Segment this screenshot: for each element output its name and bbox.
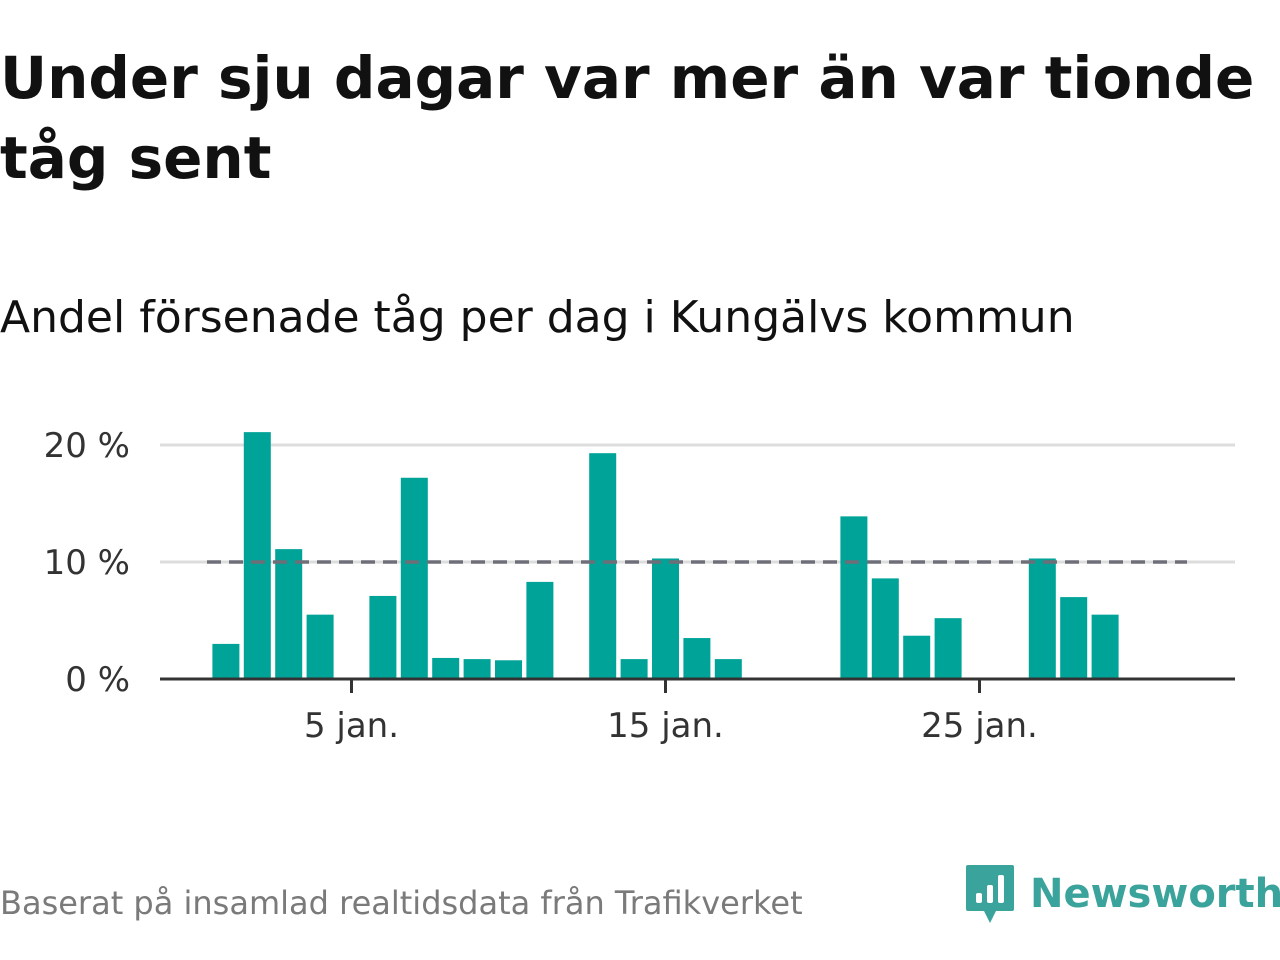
bar (495, 660, 522, 679)
source-note: Baserat på insamlad realtidsdata från Tr… (0, 884, 803, 922)
bar (400, 477, 428, 679)
bar (1028, 558, 1056, 679)
brand-logo: Newsworthy (964, 862, 1280, 926)
bar (934, 618, 962, 679)
chart-title: Under sju dagar var mer än var tionde tå… (0, 44, 1255, 192)
bar (432, 657, 460, 679)
bar (903, 635, 931, 679)
brand-name: Newsworthy (1030, 871, 1280, 917)
bar (275, 549, 303, 679)
bar (1060, 597, 1088, 679)
bar (306, 614, 334, 679)
chart-subtitle: Andel försenade tåg per dag i Kungälvs k… (0, 292, 1075, 343)
gridlines (160, 443, 1235, 564)
bar (714, 659, 742, 679)
bar (243, 432, 271, 679)
x-tick-label: 5 jan. (304, 706, 399, 746)
bar-chart: 0 % 10 % 20 % 5 jan. 15 jan. 25 jan. (44, 426, 1235, 746)
bar (840, 516, 868, 679)
bar (683, 638, 711, 679)
bar (463, 659, 491, 679)
bar (589, 453, 617, 679)
bar (1091, 614, 1119, 679)
axes: 0 % 10 % 20 % 5 jan. 15 jan. 25 jan. (44, 426, 1235, 746)
bar (212, 643, 240, 679)
bar-chart-speech-bubble-icon (966, 865, 1014, 923)
bars (212, 432, 1119, 679)
x-tick-label: 15 jan. (607, 706, 724, 746)
y-tick-label: 10 % (44, 543, 130, 583)
bar (526, 581, 554, 679)
x-tick-label: 25 jan. (921, 706, 1038, 746)
y-tick-label: 20 % (44, 426, 130, 466)
bar (871, 578, 899, 679)
y-tick-label: 0 % (65, 660, 130, 700)
bar (369, 595, 397, 679)
bar (652, 558, 679, 679)
bar (620, 659, 648, 679)
